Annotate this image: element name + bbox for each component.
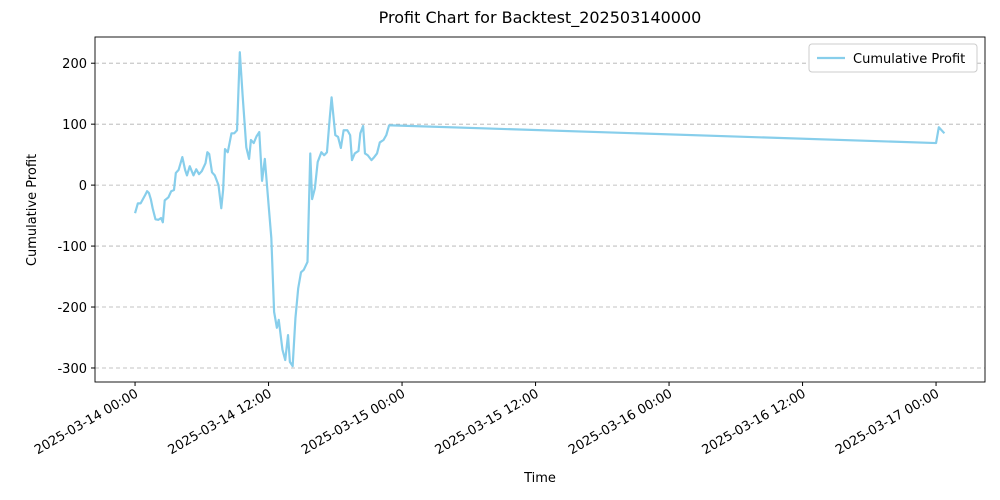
y-tick-label: -200 xyxy=(57,301,87,316)
y-axis-label: Cumulative Profit xyxy=(25,154,40,266)
legend-label: Cumulative Profit xyxy=(853,52,965,67)
y-tick-label: -300 xyxy=(57,362,87,377)
legend: Cumulative Profit xyxy=(808,43,978,73)
y-tick-label: 0 xyxy=(79,179,87,194)
y-tick-label: 200 xyxy=(62,57,87,72)
line-series xyxy=(133,51,946,368)
chart-title: Profit Chart for Backtest_202503140000 xyxy=(379,8,702,28)
y-tick-label: -100 xyxy=(57,240,87,255)
plot-frame xyxy=(94,36,986,383)
legend-box xyxy=(808,43,978,73)
x-axis-label: Time xyxy=(523,471,556,486)
y-tick-label: 100 xyxy=(62,118,87,133)
